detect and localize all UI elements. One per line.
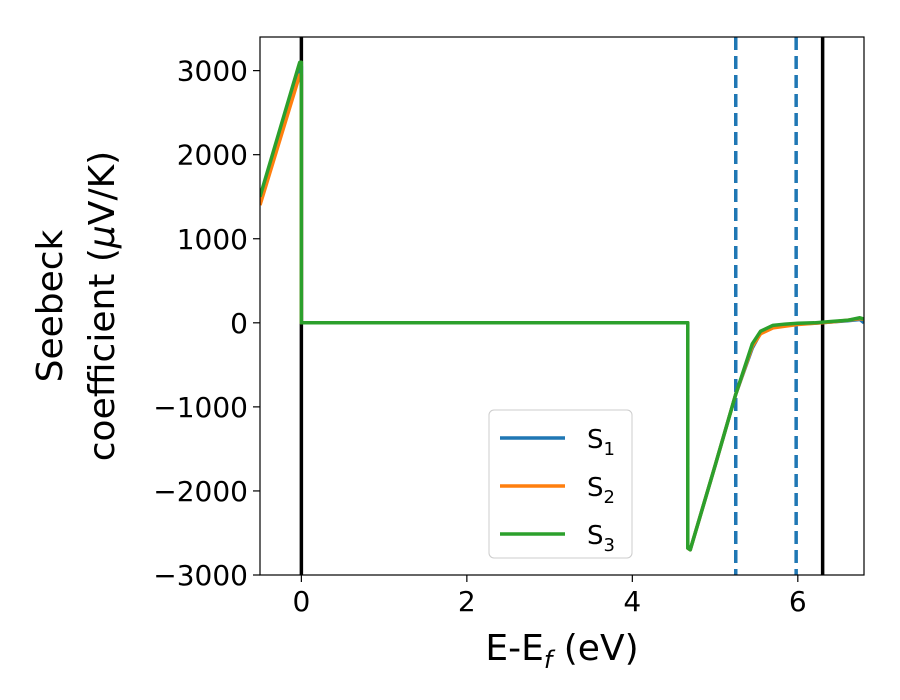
- legend-entry: S2: [500, 473, 615, 508]
- plot-frame: [259, 36, 865, 576]
- legend-box: [488, 409, 633, 559]
- legend-label: S2: [587, 473, 615, 508]
- x-tick-label: 0: [292, 585, 310, 618]
- legend: S1 S2 S3: [488, 409, 633, 559]
- legend-label: S3: [587, 521, 615, 556]
- legend-entry: S1: [500, 425, 615, 460]
- y-axis-label: Seebeck coefficient (μV/K): [30, 151, 123, 461]
- y-tick-label: −3000: [153, 559, 248, 592]
- x-tick-label: 4: [623, 585, 641, 618]
- x-axis: 0 2 4 6: [292, 575, 807, 618]
- y-axis: −3000 −2000 −1000 0 1000 2000 3000: [153, 55, 260, 592]
- legend-entry: S3: [500, 521, 615, 556]
- y-tick-label: −1000: [153, 391, 248, 424]
- legend-label: S1: [587, 425, 615, 460]
- y-tick-label: 1000: [177, 223, 248, 256]
- y-tick-label: −2000: [153, 475, 248, 508]
- y-tick-label: 0: [230, 307, 248, 340]
- y-tick-label: 2000: [177, 139, 248, 172]
- series-lines: [260, 60, 864, 552]
- y-axis-label-line1: Seebeck: [30, 229, 71, 382]
- x-axis-label: E-Ef (eV): [485, 628, 638, 674]
- x-tick-label: 6: [789, 585, 807, 618]
- series-line-3: [260, 60, 864, 552]
- x-tick-label: 2: [458, 585, 476, 618]
- y-axis-label-line2: coefficient (μV/K): [82, 151, 123, 461]
- y-tick-label: 3000: [177, 55, 248, 88]
